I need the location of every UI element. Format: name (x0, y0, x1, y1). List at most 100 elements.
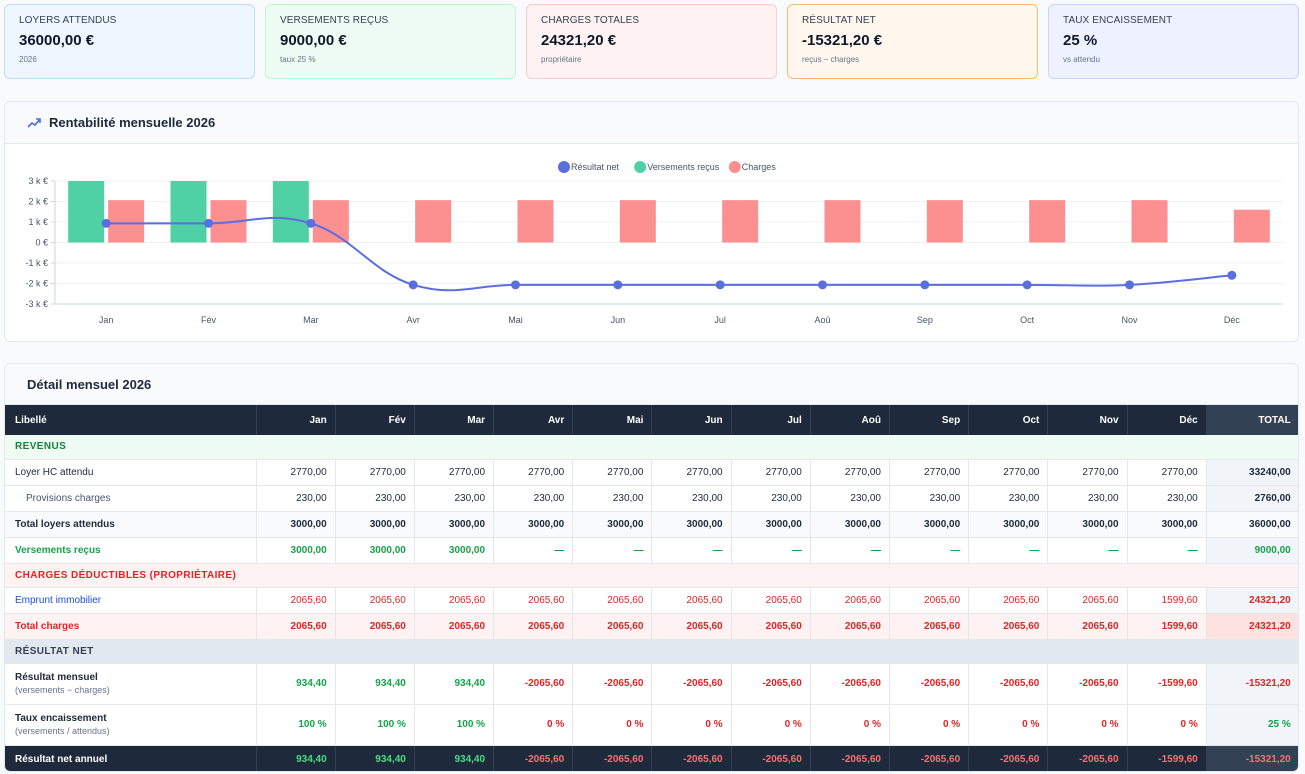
table-cell: 2065,60 (651, 613, 732, 640)
column-header: Oct (968, 405, 1049, 435)
table-cell: 2065,60 (414, 613, 495, 640)
table-cell: 3000,00 (572, 511, 653, 538)
chart-card: Rentabilité mensuelle 2026 3 k € 2 k € 1 k… (4, 101, 1299, 342)
kpi-row: LOYERS ATTENDUS 36000,00 € 2026 VERSEMEN… (4, 4, 1299, 79)
table-row: Loyer HC attendu 2770,00 2770,00 2770,00 277… (5, 459, 1298, 486)
x-tick-label: Mai (508, 315, 523, 325)
y-tick-label: -1 k € (25, 258, 48, 268)
table-cell: -2065,60 (572, 745, 653, 771)
chart-header: Rentabilité mensuelle 2026 (5, 102, 1298, 144)
row-label: Loyer HC attendu (5, 459, 257, 486)
line-resultat-net (106, 216, 1232, 292)
table-cell: — (968, 537, 1049, 564)
y-tick-label: 3 k € (28, 176, 48, 186)
table-cell: 230,00 (414, 485, 495, 512)
bar-versements (272, 181, 309, 243)
point-resultat-net (204, 218, 213, 228)
table-cell: 2065,60 (1047, 587, 1128, 614)
table-cell: 100 % (414, 704, 495, 746)
table-cell: 2065,60 (572, 587, 653, 614)
table-cell: 230,00 (731, 485, 811, 512)
kpi-sub: propriétaire (541, 55, 582, 64)
table-cell: -2065,60 (1047, 745, 1128, 771)
table-cell: 2770,00 (889, 459, 970, 486)
table-cell: 3000,00 (256, 537, 336, 564)
table-cell: 2065,60 (414, 587, 495, 614)
table-cell: 230,00 (493, 485, 574, 512)
table-cell: 2770,00 (414, 459, 495, 486)
table-cell: 2065,60 (493, 587, 574, 614)
table-cell: -2065,60 (968, 663, 1049, 705)
table-row: Emprunt immobilier 2065,60 2065,60 2065,60 2… (5, 587, 1298, 614)
table-cell: 2770,00 (493, 459, 574, 486)
column-header: Sep (889, 405, 970, 435)
table-cell: 3000,00 (1127, 511, 1207, 538)
detail-table: Libellé Jan Fév Mar Avr Mai Jun Jul Aoû Sep Oct Nov… (5, 405, 1298, 771)
table-cell: 100 % (256, 704, 336, 746)
row-label: Emprunt immobilier (5, 587, 257, 614)
table-cell: 24321,20 (1206, 613, 1298, 640)
kpi-value: -15321,20 € (802, 32, 883, 49)
table-row: Versements reçus 3000,00 3000,00 3000,00— — —… (5, 537, 1298, 564)
table-cell: -2065,60 (1047, 663, 1128, 705)
table-cell: 2065,60 (493, 613, 574, 640)
x-tick-label: Fév (201, 315, 217, 325)
table-cell: -2065,60 (493, 663, 574, 705)
point-resultat-net (818, 280, 827, 290)
table-cell: 2065,60 (572, 613, 653, 640)
legend-marker (558, 161, 570, 173)
bar-charges (1029, 200, 1066, 243)
column-header: Jan (256, 405, 336, 435)
table-cell: 0 % (493, 704, 574, 746)
table-cell: 2065,60 (731, 587, 811, 614)
legend-label: Résultat net (571, 162, 620, 172)
table-cell: 3000,00 (414, 511, 495, 538)
table-cell: 230,00 (335, 485, 415, 512)
table-cell: 3000,00 (810, 511, 891, 538)
x-tick-label: Avr (406, 315, 419, 325)
y-tick-label: -2 k € (25, 279, 48, 289)
table-cell: 2770,00 (1127, 459, 1207, 486)
column-header: Mar (414, 405, 495, 435)
x-tick-label: Nov (1121, 315, 1138, 325)
kpi-label: CHARGES TOTALES (541, 15, 640, 26)
point-resultat-net (1125, 280, 1134, 290)
row-sublabel: (versements − charges) (15, 685, 110, 695)
x-tick-label: Sep (917, 315, 933, 325)
table-cell: 230,00 (572, 485, 653, 512)
table-cell: — (572, 537, 653, 564)
row-sublabel: (versements / attendus) (15, 726, 110, 736)
row-label: Taux encaissement (versements / attendus) (5, 704, 257, 746)
table-cell: 2065,60 (968, 613, 1049, 640)
bar-charges (619, 200, 656, 243)
table-cell: — (889, 537, 970, 564)
point-resultat-net (408, 280, 418, 290)
table-cell: — (1127, 537, 1207, 564)
kpi-label: VERSEMENTS REÇUS (280, 15, 389, 26)
table-cell: 934,40 (335, 745, 415, 771)
column-header: Avr (493, 405, 574, 435)
table-cell: 2065,60 (1047, 613, 1128, 640)
table-cell: 1599,60 (1127, 587, 1207, 614)
column-header: Mai (572, 405, 653, 435)
column-header: TOTAL (1206, 405, 1298, 435)
table-cell: 2065,60 (810, 613, 891, 640)
table-cell: 934,40 (414, 663, 495, 705)
table-cell: 24321,20 (1206, 587, 1298, 614)
table-cell: 3000,00 (889, 511, 970, 538)
kpi-charges-totales: CHARGES TOTALES 24321,20 € propriétaire (526, 4, 777, 79)
table-cell: -2065,60 (889, 663, 970, 705)
table-cell: 2760,00 (1206, 485, 1298, 512)
column-header: Jun (651, 405, 732, 435)
bar-charges (108, 200, 145, 243)
table-cell: 230,00 (968, 485, 1049, 512)
table-row: Taux encaissement (versements / attendus)… (5, 704, 1298, 746)
y-tick-label: 0 € (35, 238, 48, 248)
monthly-chart: 3 k € 2 k € 1 k € 0 € -1 k € -2 k € -3 k € Jan F… (25, 161, 1283, 325)
kpi-sub: vs attendu (1063, 55, 1100, 64)
table-cell: 230,00 (256, 485, 336, 512)
bar-charges (517, 200, 554, 243)
table-cell: -2065,60 (810, 745, 891, 771)
kpi-label: RÉSULTAT NET (802, 15, 876, 26)
table-cell: 2770,00 (1047, 459, 1128, 486)
